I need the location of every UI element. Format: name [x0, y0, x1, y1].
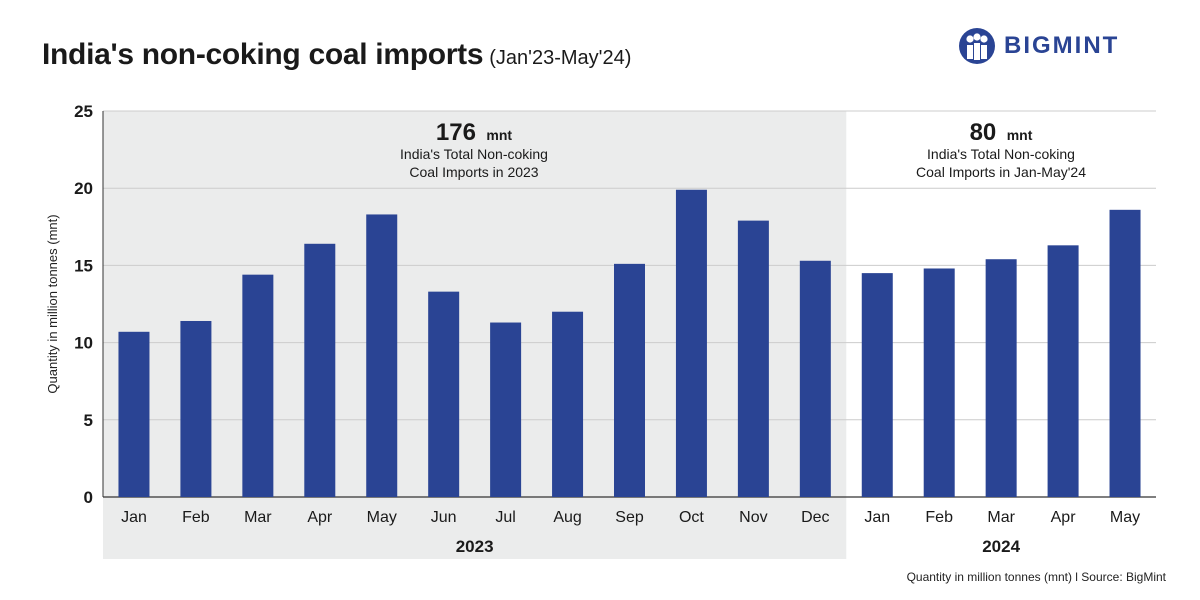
annotation-2023: 176 mnt India's Total Non-coking Coal Im…	[400, 119, 548, 180]
x-tick-label: May	[367, 509, 397, 526]
annotation-2024-unit: mnt	[1007, 127, 1033, 143]
bar-feb-13	[923, 268, 955, 497]
y-tick-label: 20	[74, 179, 93, 198]
x-tick-label: Aug	[553, 509, 581, 526]
x-tick-label: Jul	[495, 509, 515, 526]
x-tick-label: Feb	[925, 509, 953, 526]
x-tick-label: Mar	[244, 509, 272, 526]
x-tick-label: Sep	[615, 509, 644, 526]
x-tick-label: May	[1110, 509, 1140, 526]
y-tick-label: 10	[74, 334, 93, 353]
x-tick-label: Feb	[182, 509, 210, 526]
bar-apr-15	[1047, 245, 1079, 497]
annotation-2023-value: 176	[436, 119, 476, 146]
annotation-2024-line1: India's Total Non-coking	[927, 146, 1075, 162]
bar-apr-3	[304, 243, 336, 497]
annotation-2023-unit: mnt	[486, 127, 512, 143]
shade-layer	[103, 111, 847, 559]
annotation-2024: 80 mnt India's Total Non-coking Coal Imp…	[916, 119, 1086, 180]
x-tick-label: Apr	[1051, 509, 1077, 526]
x-tick-label: Apr	[307, 509, 333, 526]
bar-may-16	[1109, 209, 1141, 498]
bigmint-people-icon	[959, 28, 995, 64]
x-tick-label: Jun	[431, 509, 457, 526]
bar-jul-6	[490, 322, 522, 497]
bar-may-4	[366, 214, 398, 497]
svg-text:80 mnt: 80 mnt	[970, 119, 1033, 146]
label-layer: 2023 2024 0 5 10 15 20 25 Jan Feb Mar Apr May Jun Jul A…	[74, 102, 1140, 556]
group-shade-2023	[103, 111, 847, 559]
y-tick-label: 15	[74, 256, 93, 275]
bar-aug-7	[552, 311, 584, 497]
annotation-2024-value: 80	[970, 119, 997, 146]
annotation-2023-line2: Coal Imports in 2023	[409, 164, 538, 180]
y-tick-label: 5	[84, 411, 93, 430]
svg-text:176 mnt: 176 mnt	[436, 119, 513, 146]
annotation-2023-line1: India's Total Non-coking	[400, 146, 548, 162]
annotation-2024-line2: Coal Imports in Jan-May'24	[916, 164, 1086, 180]
bar-layer	[118, 189, 1141, 498]
x-tick-label: Mar	[987, 509, 1015, 526]
bar-jan-0	[118, 331, 150, 497]
logo-text: BIGMINT	[1004, 32, 1120, 59]
source-note: Quantity in million tonnes (mnt) l Sourc…	[906, 570, 1166, 584]
group-label-2024: 2024	[982, 537, 1020, 556]
bar-jun-5	[428, 291, 460, 497]
x-tick-label: Jan	[864, 509, 890, 526]
x-tick-label: Dec	[801, 509, 829, 526]
bar-dec-11	[799, 260, 831, 497]
group-label-2023: 2023	[456, 537, 494, 556]
chart-title-main: India's non-coking coal imports	[42, 38, 484, 71]
bar-sep-8	[614, 263, 645, 497]
y-tick-label: 25	[74, 102, 93, 121]
x-tick-label: Jan	[121, 509, 147, 526]
bar-mar-2	[242, 274, 274, 497]
brand-logo: BIGMINT	[958, 26, 1119, 66]
x-tick-label: Oct	[679, 509, 704, 526]
chart-title: India's non-coking coal imports (Jan'23-M…	[42, 38, 631, 72]
bar-oct-9	[675, 189, 707, 497]
chart-subtitle: (Jan'23-May'24)	[489, 47, 632, 69]
bar-nov-10	[737, 220, 769, 497]
x-tick-label: Nov	[739, 509, 767, 526]
y-tick-label: 0	[84, 488, 93, 507]
bar-mar-14	[985, 259, 1017, 497]
bar-jan-12	[861, 273, 893, 497]
bar-feb-1	[180, 320, 212, 497]
y-axis-label: Quantity in million tonnes (mnt)	[45, 214, 60, 393]
